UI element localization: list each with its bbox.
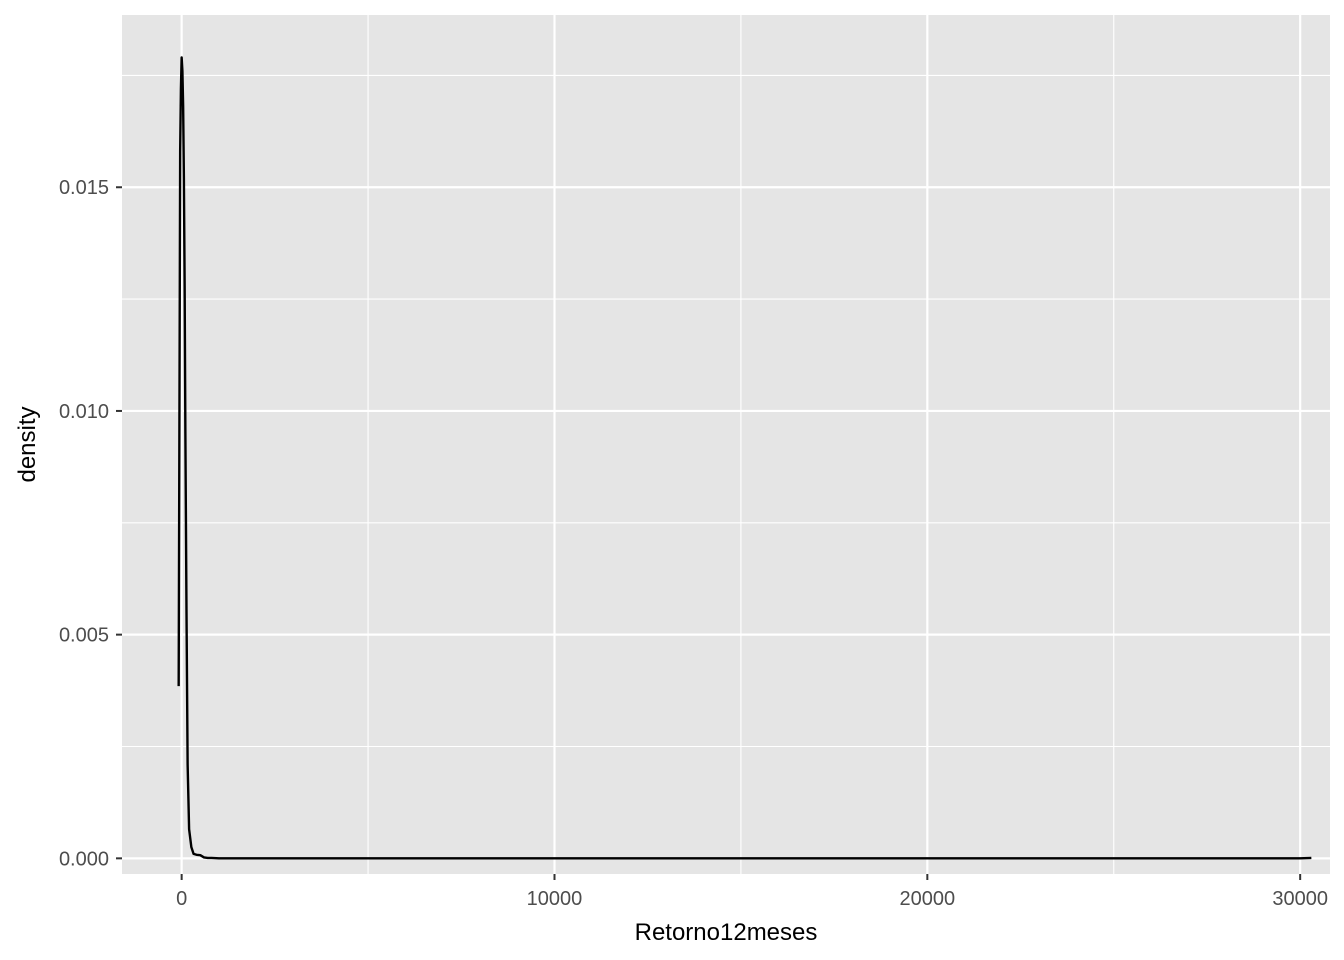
tick-labels: 0 10000 20000 30000 0.000 0.005 0.010 0.015 xyxy=(59,177,1328,910)
series-layer xyxy=(177,56,1312,860)
y-tick-label: 0.000 xyxy=(59,848,109,870)
minor-gridlines xyxy=(122,15,1330,874)
x-tick-label: 20000 xyxy=(900,888,956,910)
y-tick-label: 0.015 xyxy=(59,177,109,199)
y-tick-label: 0.010 xyxy=(59,401,109,423)
density-line xyxy=(177,56,1312,860)
x-tick-label: 10000 xyxy=(527,888,583,910)
y-tick-label: 0.005 xyxy=(59,625,109,647)
x-tick-label: 0 xyxy=(176,888,187,910)
x-axis-title: Retorno12meses xyxy=(635,919,818,946)
y-axis-title: density xyxy=(14,406,41,482)
plot-panel xyxy=(122,15,1330,874)
x-tick-label: 30000 xyxy=(1272,888,1328,910)
axis-ticks xyxy=(116,186,1302,880)
